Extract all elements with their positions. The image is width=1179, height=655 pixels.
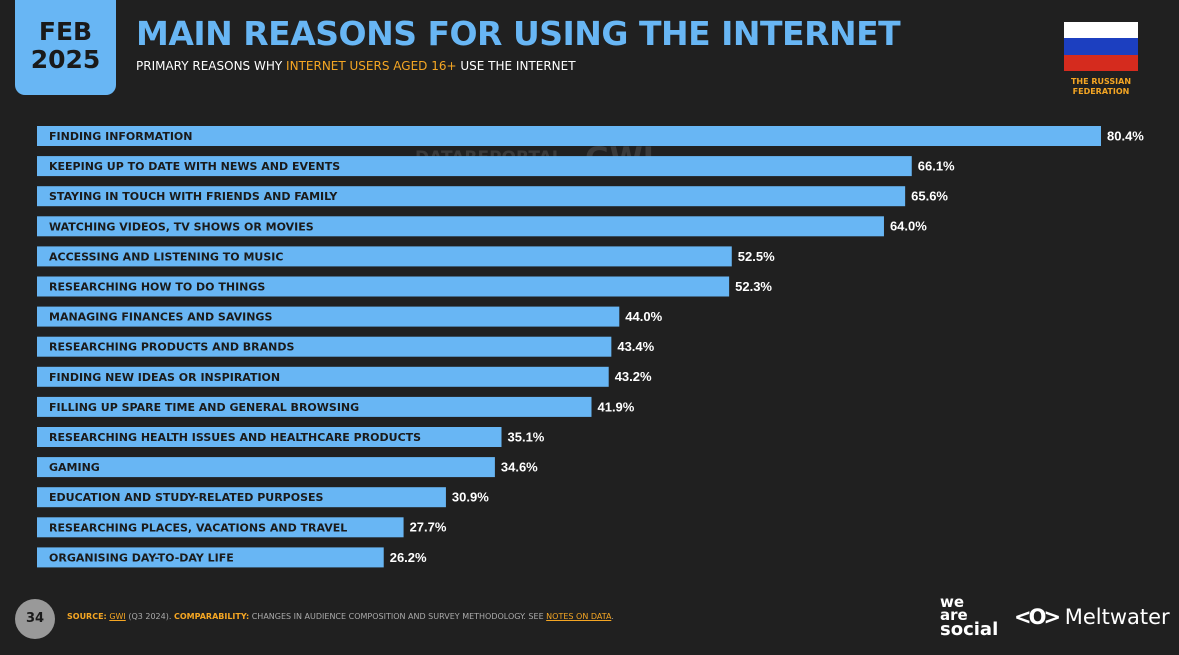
source-detail: (Q3 2024). [128,612,172,621]
logo-we-are-social: we are social [940,593,999,640]
logo-icon: <O> [1014,605,1061,629]
value-label: 66.1% [918,159,955,174]
flag-stripe [1064,22,1138,38]
bar-label: RESEARCHING PLACES, VACATIONS AND TRAVEL [49,521,347,534]
value-label: 26.2% [390,550,427,565]
bar-label: ACCESSING AND LISTENING TO MUSIC [49,250,283,263]
value-label: 30.9% [452,490,489,505]
bar [37,487,446,508]
flag [1064,22,1138,71]
value-label: 27.7% [410,520,447,535]
bar [37,126,1101,146]
logo-word: we [940,593,965,611]
value-label: 43.2% [615,369,652,384]
bar [37,276,730,297]
bar-label: STAYING IN TOUCH WITH FRIENDS AND FAMILY [49,190,338,203]
bar [37,156,912,177]
footer-end: . [611,612,614,621]
flag-stripe [1064,38,1138,55]
subtitle-text: USE THE INTERNET [460,59,576,73]
value-label: 52.5% [738,249,775,264]
date-box: FEB 2025 [15,0,116,95]
logo-text: Meltwater [1064,605,1170,629]
bar-label: FILLING UP SPARE TIME AND GENERAL BROWSI… [49,401,359,414]
value-label: 35.1% [508,429,545,444]
bar [37,517,404,538]
value-label: 64.0% [890,219,927,234]
source-label: SOURCE: [67,612,107,621]
bar [37,216,884,237]
bar-label: RESEARCHING PRODUCTS AND BRANDS [49,341,294,354]
bar-label: ORGANISING DAY-TO-DAY LIFE [49,551,234,564]
comparability-label: COMPARABILITY: [173,612,250,621]
subtitle: PRIMARY REASONS WHY INTERNET USERS AGED … [136,59,576,73]
bar [37,457,495,478]
bar-label: RESEARCHING HEALTH ISSUES AND HEALTHCARE… [49,431,421,444]
subtitle-text: PRIMARY REASONS WHY [136,59,283,73]
bar [37,336,612,357]
value-label: 41.9% [597,399,634,414]
date-month: FEB [38,17,93,46]
bar [37,427,502,447]
chart-title: MAIN REASONS FOR USING THE INTERNET [136,14,901,53]
source-link[interactable]: GWI [109,612,126,621]
bar-label: RESEARCHING HOW TO DO THINGS [49,281,265,294]
chart: DATAREPORTAL GWI. FINDING INFORMATION80.… [37,126,1144,568]
bar [37,306,620,327]
country-label: THE RUSSIAN FEDERATION [1070,77,1132,96]
flag-stripe [1064,55,1138,71]
value-label: 52.3% [735,279,772,294]
bar [37,246,732,267]
bar-label: FINDING NEW IDEAS OR INSPIRATION [49,371,280,384]
bar [37,186,906,207]
source-note: SOURCE: GWI (Q3 2024). COMPARABILITY: CH… [67,612,614,621]
bar-label: GAMING [49,461,100,474]
bar-label: MANAGING FINANCES AND SAVINGS [49,311,272,324]
logo-word: are [940,606,968,624]
date-year: 2025 [30,45,101,74]
logo-meltwater: <O> Meltwater [1014,605,1170,629]
value-label: 43.4% [617,339,654,354]
bar-label: KEEPING UP TO DATE WITH NEWS AND EVENTS [49,160,340,173]
value-label: 65.6% [911,189,948,204]
value-label: 80.4% [1107,128,1144,143]
comparability-text: CHANGES IN AUDIENCE COMPOSITION AND SURV… [251,612,544,621]
bar [37,366,609,387]
bar [37,396,592,417]
bar-label: EDUCATION AND STUDY-RELATED PURPOSES [49,491,324,504]
logo-word: social [940,619,999,640]
page-number: 34 [15,599,55,639]
bar [37,547,384,568]
value-label: 44.0% [625,309,662,324]
value-label: 34.6% [501,460,538,475]
bar-label: WATCHING VIDEOS, TV SHOWS OR MOVIES [49,220,314,233]
notes-link[interactable]: NOTES ON DATA [546,612,612,621]
subtitle-highlight: INTERNET USERS AGED 16+ [286,59,457,73]
bar-label: FINDING INFORMATION [49,130,193,143]
